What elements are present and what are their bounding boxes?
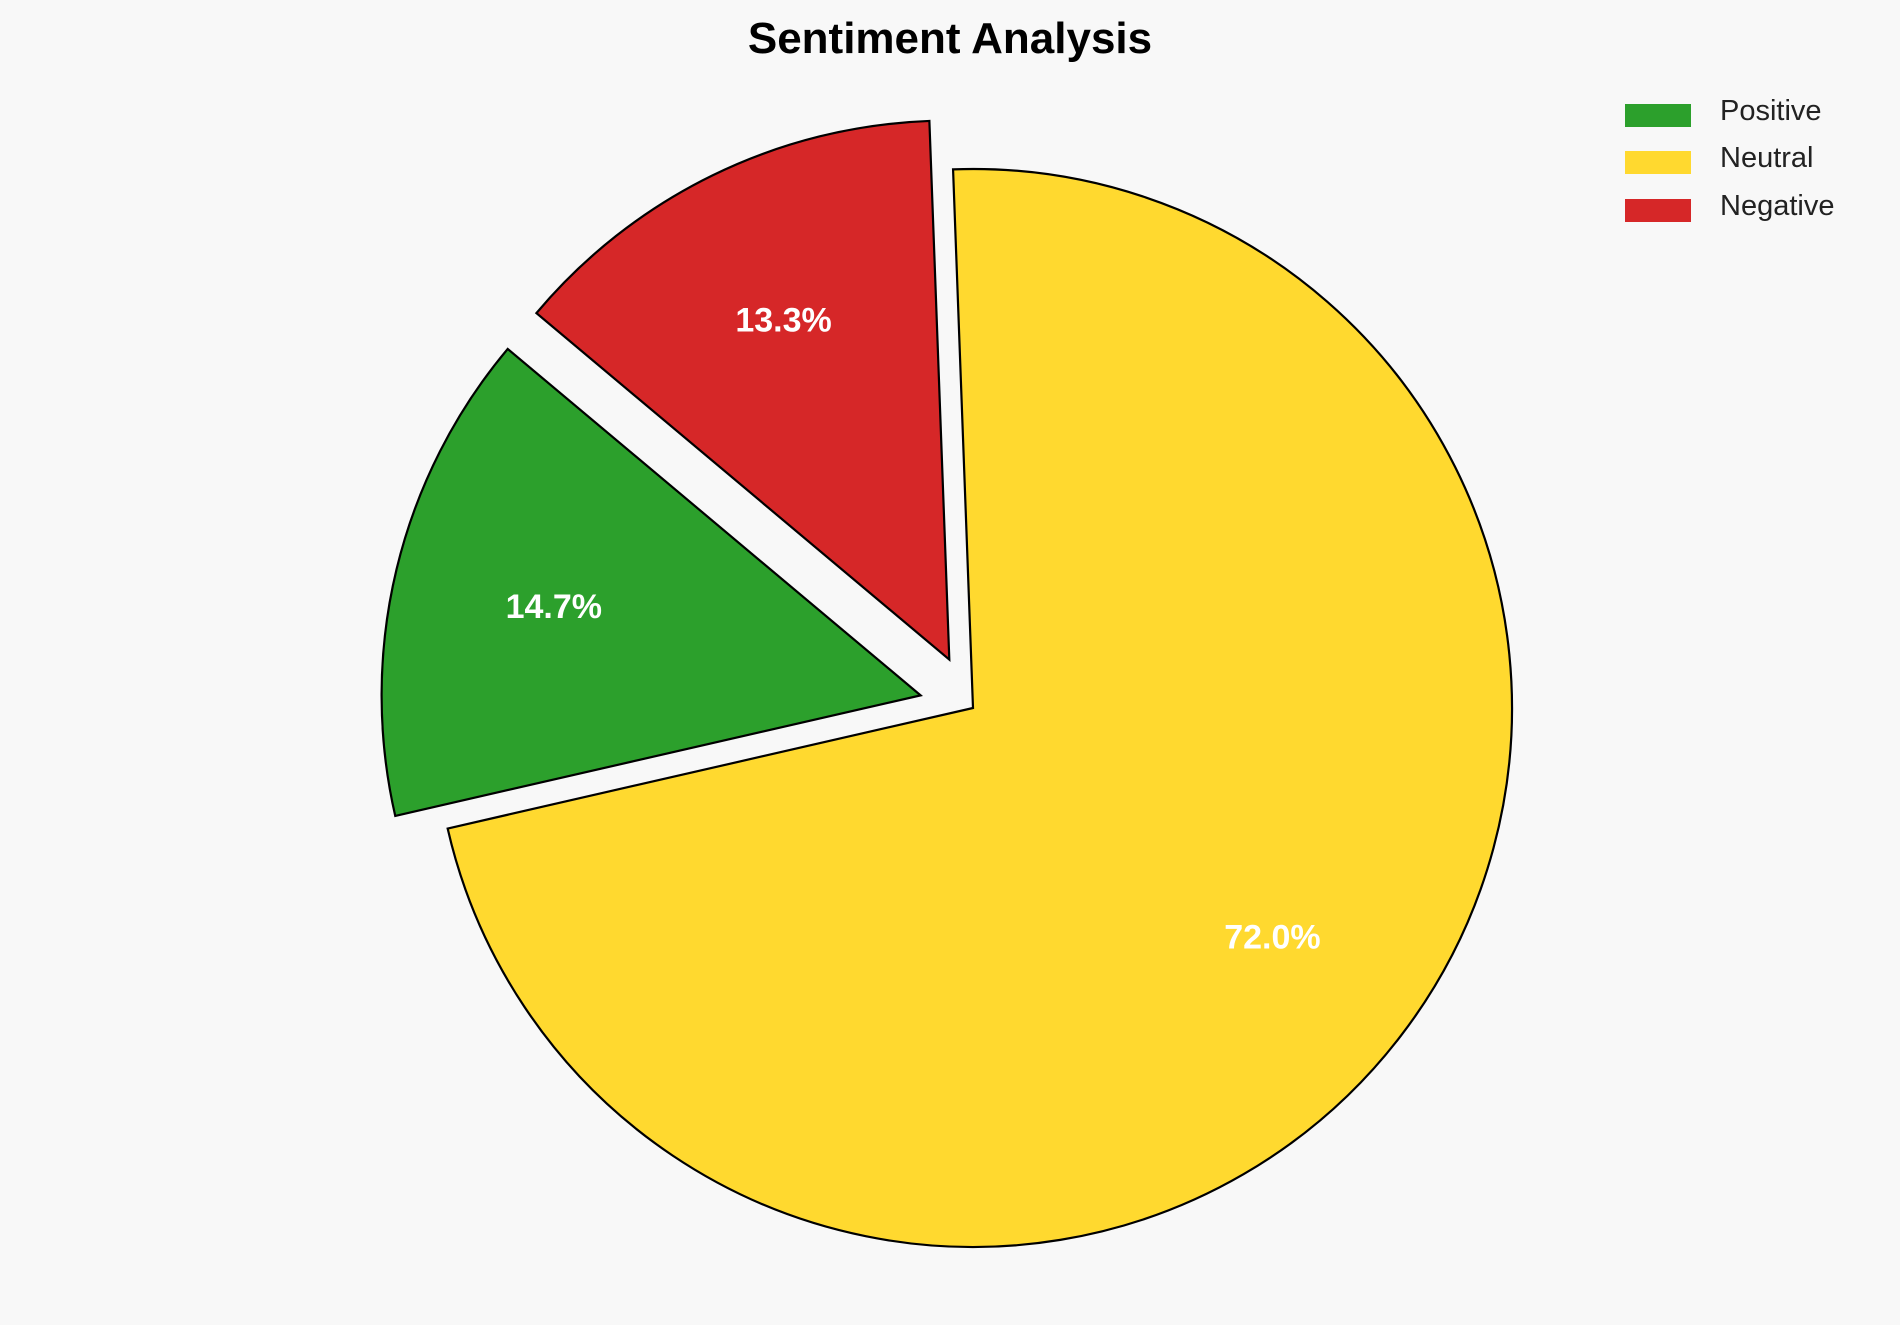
pie-slice-positive	[380, 347, 923, 818]
pie-label-positive: 14.7%	[506, 588, 602, 626]
legend-label-neutral: Neutral	[1720, 142, 1814, 174]
chart-title: Sentiment Analysis	[747, 14, 1153, 63]
legend-label-positive: Positive	[1720, 95, 1822, 127]
pie-label-neutral: 72.0%	[1224, 919, 1320, 957]
pie-label-negative: 13.3%	[735, 302, 831, 340]
pie-slice-negative	[534, 119, 951, 663]
legend-label-negative: Negative	[1720, 190, 1835, 222]
legend-swatch-negative	[1625, 199, 1691, 222]
legend-swatch-neutral	[1625, 151, 1691, 174]
legend-swatch-positive	[1625, 104, 1691, 127]
pie-slice-neutral	[446, 167, 1514, 1249]
